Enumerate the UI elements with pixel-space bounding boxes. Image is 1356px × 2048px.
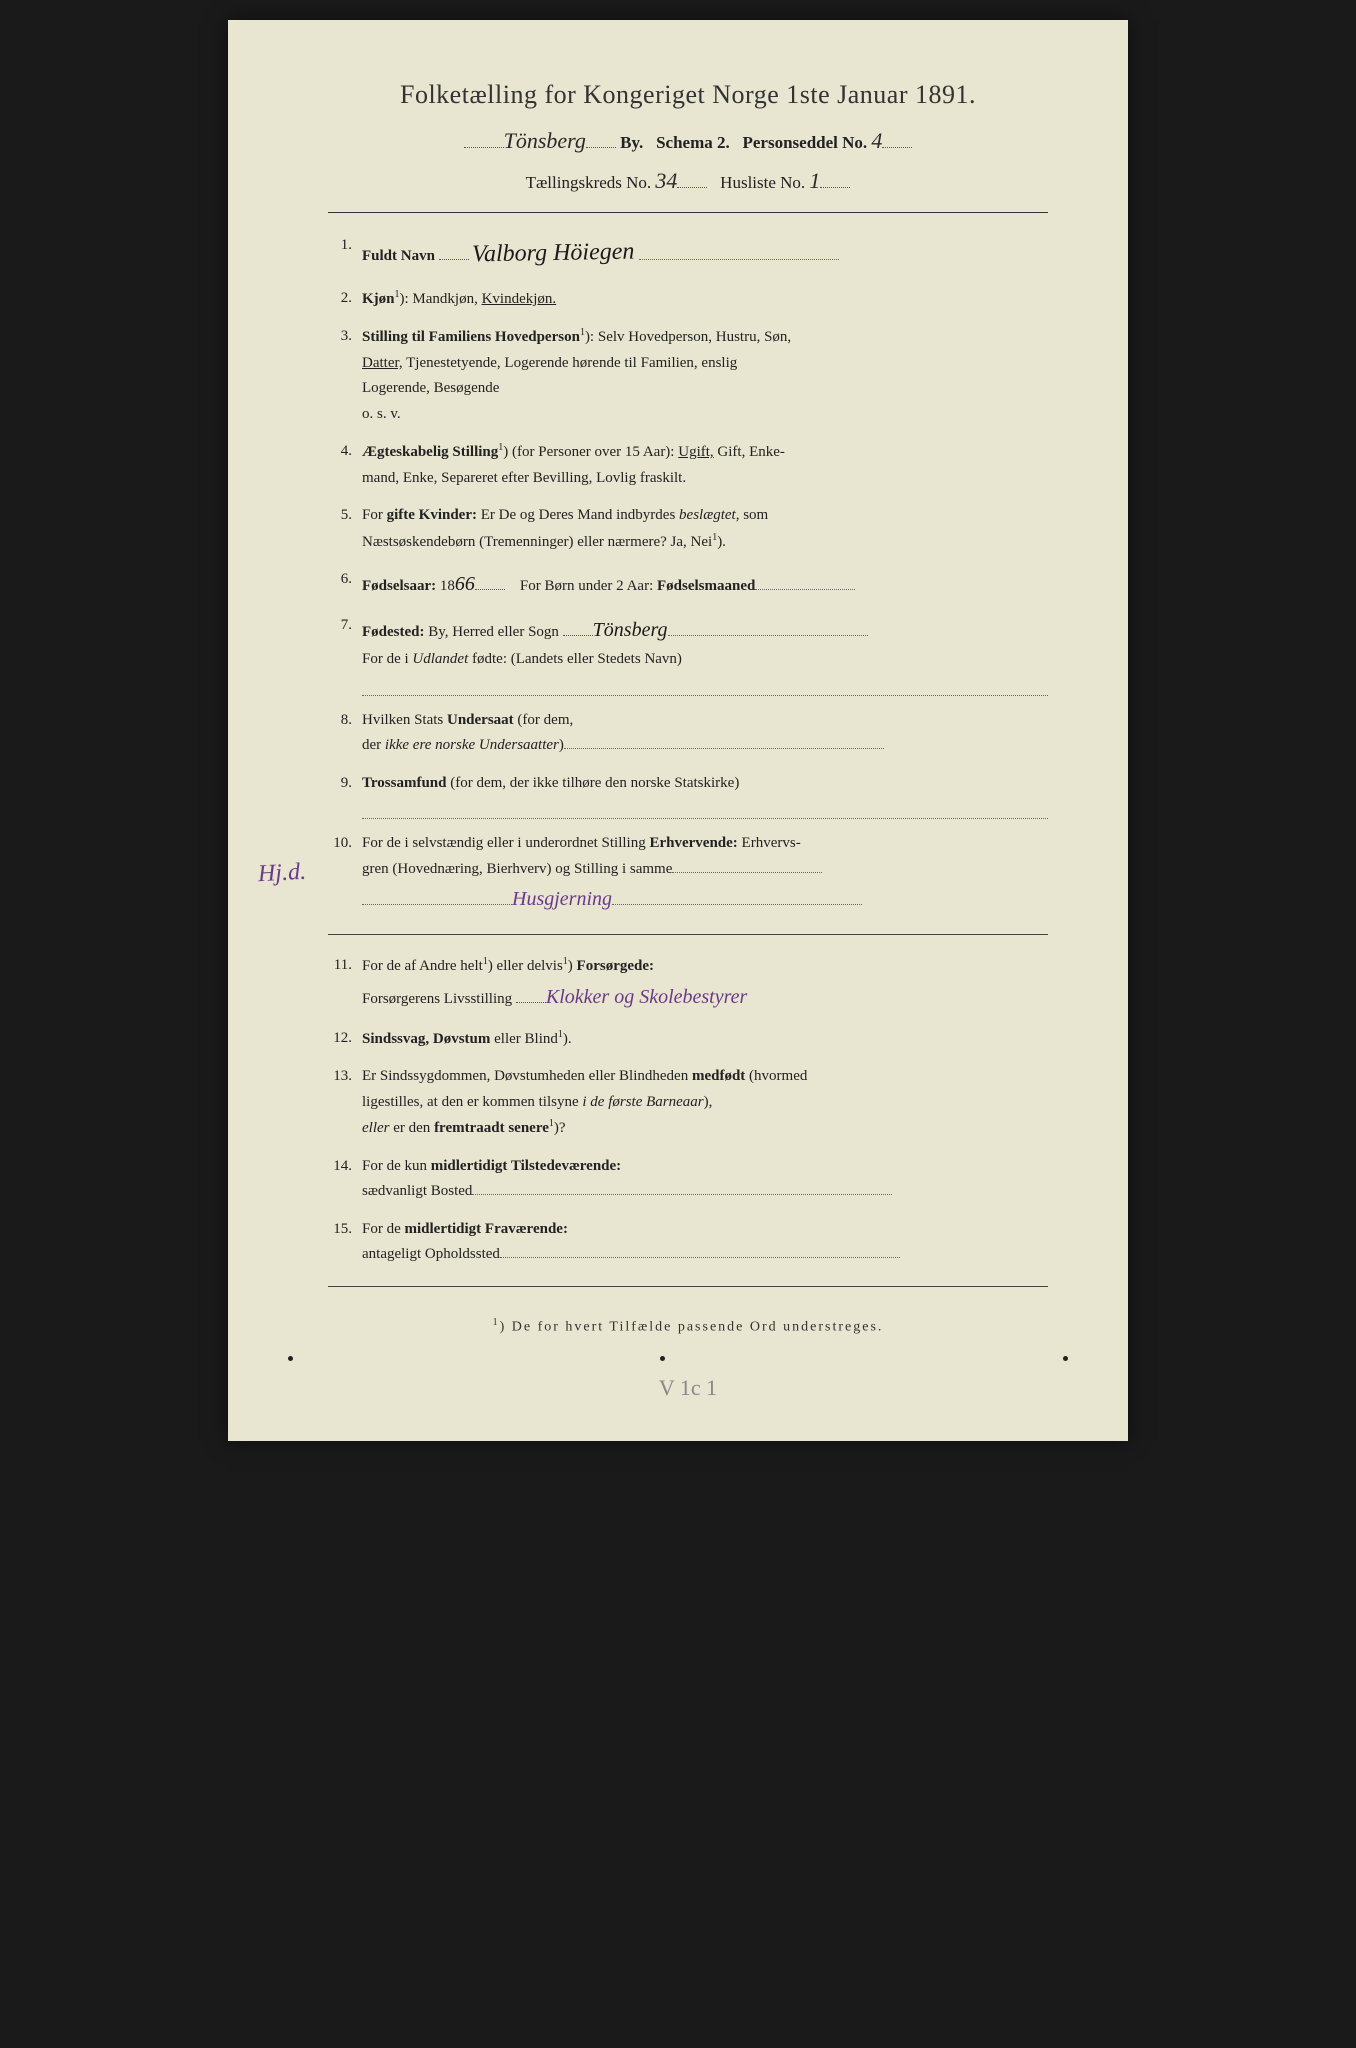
bottom-scrawl: V 1c 1 <box>328 1375 1048 1401</box>
occupation-value: Husgjerning <box>512 888 612 910</box>
field-15: 15. For de midlertidigt Fraværende: anta… <box>328 1217 1048 1268</box>
divider-top <box>328 212 1048 213</box>
punch-mark <box>288 1356 293 1361</box>
relation-underlined: Datter, <box>362 355 403 371</box>
field-1: 1. Fuldt Navn Valborg Höiegen <box>328 233 1048 274</box>
field-2: 2. Kjøn1): Mandkjøn, Kvindekjøn. <box>328 286 1048 313</box>
kreds-no: 34 <box>655 168 677 193</box>
field-13: 13. Er Sindssygdommen, Døvstumheden elle… <box>328 1064 1048 1142</box>
by-label: By. <box>620 133 643 152</box>
field-3: 3. Stilling til Familiens Hovedperson1):… <box>328 324 1048 427</box>
field-6: 6. Fødselsaar: 1866 For Børn under 2 Aar… <box>328 567 1048 601</box>
label-stilling: Stilling til Familiens Hovedperson <box>362 329 580 345</box>
field-11: 11. For de af Andre helt1) eller delvis1… <box>328 953 1048 1014</box>
field-12: 12. Sindssvag, Døvstum eller Blind1). <box>328 1026 1048 1053</box>
field-10: 10. For de i selvstændig eller i underor… <box>328 831 1048 916</box>
main-title: Folketælling for Kongeriget Norge 1ste J… <box>328 80 1048 110</box>
field-5: 5. For gifte Kvinder: Er De og Deres Man… <box>328 503 1048 555</box>
census-form-page: Folketælling for Kongeriget Norge 1ste J… <box>228 20 1128 1441</box>
schema-label: Schema 2. <box>656 133 730 152</box>
husliste-label: Husliste No. <box>720 173 805 192</box>
header-block: Folketælling for Kongeriget Norge 1ste J… <box>328 80 1048 194</box>
label-kjon: Kjøn <box>362 291 395 307</box>
kreds-label: Tællingskreds No. <box>526 173 652 192</box>
birthplace-value: Tönsberg <box>593 619 668 641</box>
label-navn: Fuldt Navn <box>362 248 435 264</box>
punch-mark <box>1063 1356 1068 1361</box>
full-name-value: Valborg Höiegen <box>472 232 635 276</box>
divider-mid <box>328 934 1048 935</box>
field-8: 8. Hvilken Stats Undersaat (for dem, der… <box>328 708 1048 759</box>
city-handwritten: Tönsberg <box>504 128 586 153</box>
footnote: 1) De for hvert Tilfælde passende Ord un… <box>328 1317 1048 1336</box>
punch-mark <box>660 1356 665 1361</box>
personseddel-no: 4 <box>871 128 882 153</box>
sex-underlined: Kvindekjøn. <box>482 291 557 307</box>
field-9: 9. Trossamfund (for dem, der ikke tilhør… <box>328 771 1048 820</box>
margin-annotation: Hj.d. <box>257 859 306 888</box>
label-aegte: Ægteskabelig Stilling <box>362 444 498 460</box>
provider-value: Klokker og Skolebestyrer <box>546 986 747 1008</box>
field-14: 14. For de kun midlertidigt Tilstedevære… <box>328 1154 1048 1205</box>
divider-bottom <box>328 1286 1048 1287</box>
subtitle-row-1: Tönsberg By. Schema 2. Personseddel No. … <box>328 128 1048 154</box>
subtitle-row-2: Tællingskreds No. 34 Husliste No. 1 <box>328 168 1048 194</box>
field-7: 7. Fødested: By, Herred eller Sogn Tönsb… <box>328 613 1048 696</box>
marital-underlined: Ugift, <box>678 444 713 460</box>
husliste-no: 1 <box>809 168 820 193</box>
personseddel-label: Personseddel No. <box>742 133 867 152</box>
field-4: 4. Ægteskabelig Stilling1) (for Personer… <box>328 439 1048 491</box>
birthyear-value: 66 <box>455 573 475 595</box>
